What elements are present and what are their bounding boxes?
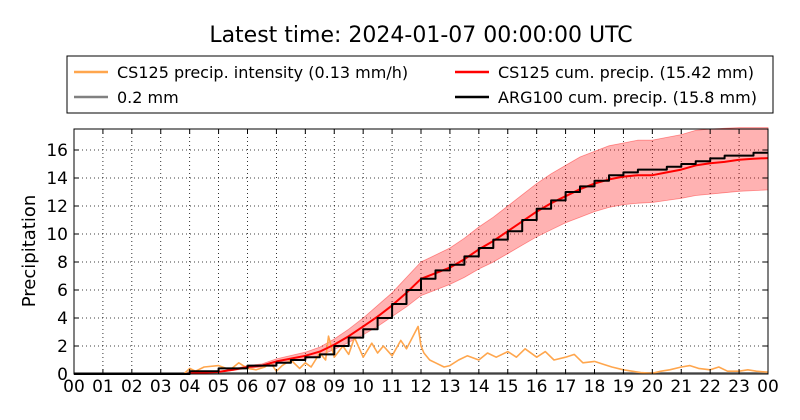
legend-label-threshold: 0.2 mm (117, 88, 179, 107)
y-tick-label: 14 (46, 169, 68, 189)
x-tick-label: 22 (699, 377, 721, 397)
x-tick-label: 07 (266, 377, 288, 397)
x-tick-label: 03 (150, 377, 172, 397)
x-tick-label: 05 (208, 377, 230, 397)
y-tick-label: 16 (46, 141, 68, 161)
x-tick-label: 11 (381, 377, 403, 397)
x-tick-label: 17 (555, 377, 577, 397)
x-tick-label: 21 (670, 377, 692, 397)
y-axis-ticks: 0 2 4 6 8 10 12 14 16 (46, 141, 768, 385)
x-tick-label: 23 (728, 377, 750, 397)
chart-title: Latest time: 2024-01-07 00:00:00 UTC (209, 23, 632, 48)
x-tick-label: 15 (497, 377, 519, 397)
arg100-cum-line (74, 151, 768, 375)
legend-label-intensity: CS125 precip. intensity (0.13 mm/h) (117, 63, 408, 82)
y-tick-label: 0 (57, 365, 68, 385)
y-tick-label: 8 (57, 253, 68, 273)
legend-label-cs125-cum: CS125 cum. precip. (15.42 mm) (498, 63, 754, 82)
legend: CS125 precip. intensity (0.13 mm/h) CS12… (66, 55, 774, 114)
x-tick-label: 06 (237, 377, 259, 397)
y-tick-label: 10 (46, 225, 68, 245)
y-axis-label: Precipitation (19, 195, 40, 308)
x-tick-label: 08 (295, 377, 317, 397)
y-tick-label: 2 (57, 337, 68, 357)
y-tick-label: 4 (57, 309, 68, 329)
x-tick-label: 01 (92, 377, 114, 397)
x-tick-label: 04 (179, 377, 201, 397)
x-tick-label: 10 (352, 377, 374, 397)
x-tick-label: 00 (63, 377, 85, 397)
x-tick-label: 18 (584, 377, 606, 397)
y-tick-label: 6 (57, 281, 68, 301)
x-tick-label: 16 (526, 377, 548, 397)
x-tick-label: 09 (323, 377, 345, 397)
x-tick-label: 00 (757, 377, 779, 397)
x-tick-label: 02 (121, 377, 143, 397)
x-tick-label: 20 (642, 377, 664, 397)
x-axis-ticks: 00 01 02 03 04 05 06 07 08 09 10 11 12 13 14 15 16 17 18 19… (63, 129, 779, 397)
x-tick-label: 13 (439, 377, 461, 397)
x-tick-label: 14 (468, 377, 490, 397)
legend-box (66, 55, 774, 114)
legend-label-arg100-cum: ARG100 cum. precip. (15.8 mm) (498, 88, 757, 107)
x-tick-label: 12 (410, 377, 432, 397)
cs125-intensity-line (74, 325, 769, 375)
x-tick-label: 19 (613, 377, 635, 397)
y-tick-label: 12 (46, 197, 68, 217)
